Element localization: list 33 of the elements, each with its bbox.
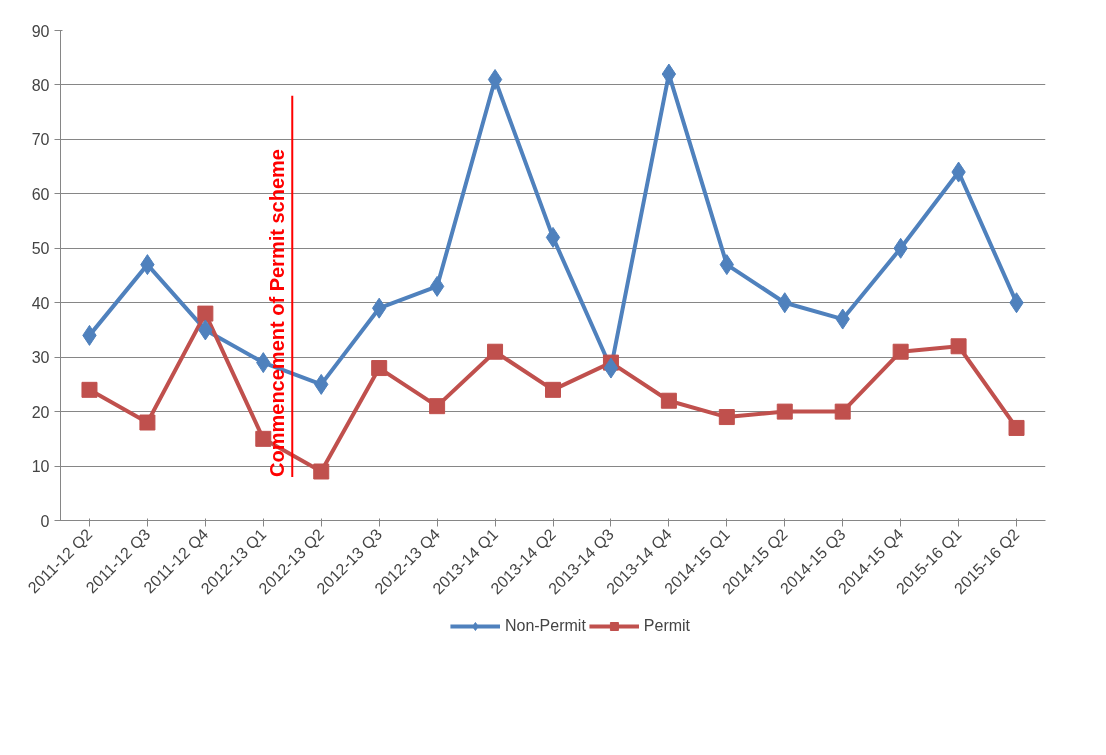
y-tick-label: 30 — [31, 349, 50, 367]
point — [1008, 419, 1025, 436]
y-tick-label: 40 — [31, 294, 50, 312]
point — [197, 305, 214, 322]
point — [661, 63, 677, 85]
y-tick-label: 60 — [31, 185, 50, 203]
y-tick-label: 90 — [31, 22, 50, 40]
y-tick-label: 80 — [31, 76, 50, 94]
y-tick-label: 0 — [40, 512, 50, 530]
legend-label: Non-Permit — [504, 616, 586, 636]
point — [892, 343, 909, 360]
point — [718, 409, 735, 426]
point — [313, 463, 330, 480]
point — [429, 398, 446, 415]
y-tick-label: 10 — [31, 458, 50, 476]
point — [429, 275, 445, 297]
point — [776, 403, 793, 420]
y-tick-label: 70 — [31, 131, 50, 149]
point — [545, 226, 561, 248]
y-tick-label: 20 — [31, 403, 50, 421]
point — [371, 360, 388, 377]
legend-label: Permit — [643, 616, 691, 636]
point — [139, 414, 156, 431]
point — [660, 392, 677, 409]
point — [545, 381, 561, 398]
point — [81, 381, 98, 398]
y-tick-label: 50 — [31, 240, 50, 258]
point — [834, 403, 851, 420]
point — [487, 69, 503, 90]
point — [950, 338, 967, 355]
point — [487, 343, 504, 360]
point — [603, 357, 619, 379]
annotation: Commencement of Permit scheme — [266, 149, 289, 477]
